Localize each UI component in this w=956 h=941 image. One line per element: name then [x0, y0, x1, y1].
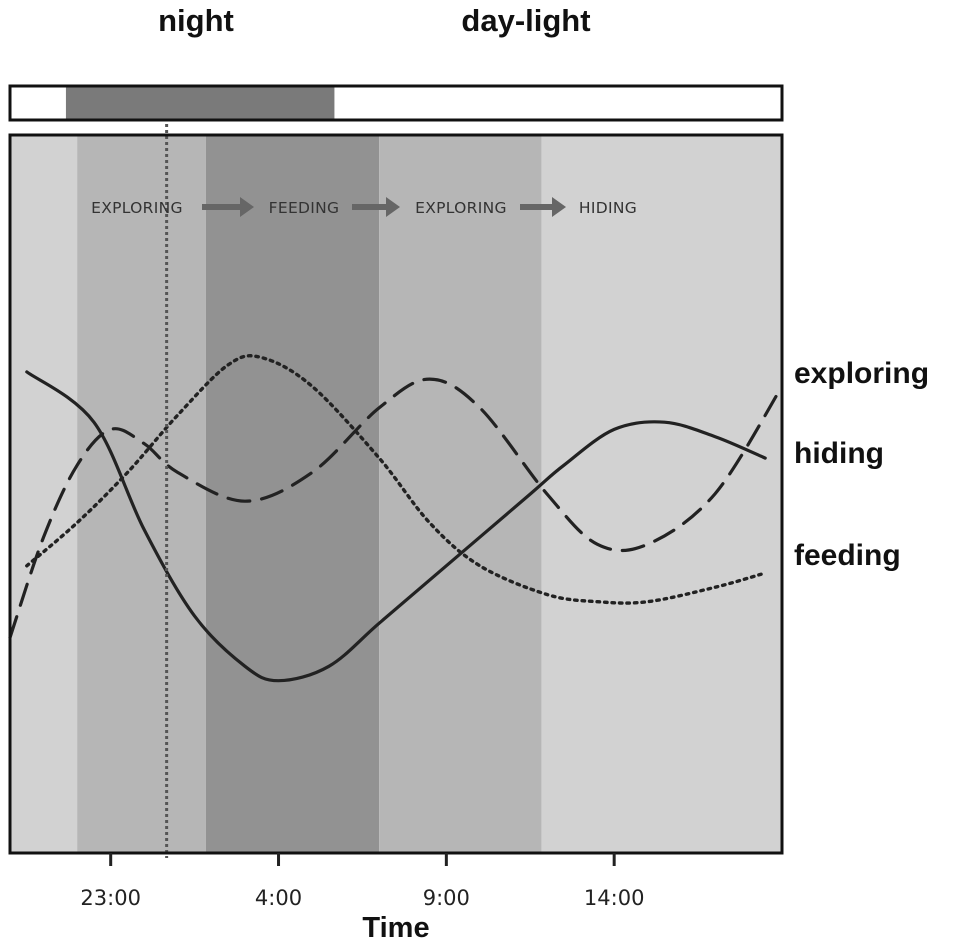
phase-band-2	[77, 135, 206, 853]
phase-band-1	[10, 135, 78, 853]
phase-label-1: EXPLORING	[91, 199, 183, 217]
series-labels: hiding exploring feeding	[794, 357, 929, 572]
series-line-feeding	[25, 354, 767, 605]
x-tick-label-3: 9:00	[423, 886, 470, 910]
night-label: night	[158, 3, 234, 38]
phase-label-4: HIDING	[579, 199, 637, 217]
series-line-exploring	[8, 377, 784, 640]
daylight-label: day-light	[461, 3, 590, 38]
phase-arrow-head	[240, 197, 254, 217]
series-label-hiding: hiding	[794, 437, 884, 470]
phase-arrow-head	[386, 197, 400, 217]
phase-bands	[10, 135, 782, 853]
phase-arrow-head	[552, 197, 566, 217]
phase-label-2: FEEDING	[269, 199, 340, 217]
series-label-feeding: feeding	[794, 539, 901, 572]
x-axis-label: Time	[362, 912, 429, 941]
phase-band-4	[379, 135, 542, 853]
phase-arrow-1	[202, 197, 254, 217]
phase-sequence: EXPLORING FEEDING EXPLORING HIDING	[91, 197, 637, 217]
plot-frame	[8, 133, 784, 855]
x-axis: 23:00 4:00 9:00 14:00	[80, 853, 644, 910]
x-tick-label-4: 14:00	[584, 886, 645, 910]
series-line-hiding	[25, 370, 767, 683]
x-tick-label-1: 23:00	[80, 886, 141, 910]
series-label-exploring: exploring	[794, 357, 929, 390]
x-tick-label-2: 4:00	[255, 886, 302, 910]
phase-band-3	[205, 135, 380, 853]
phase-arrow-2	[352, 197, 400, 217]
light-cycle-segment-day-light	[10, 86, 66, 120]
light-cycle-segment-day-light	[334, 86, 782, 120]
series-lines	[8, 354, 784, 683]
phase-arrow-3	[520, 197, 566, 217]
light-cycle-frame	[8, 84, 784, 122]
phase-band-5	[541, 135, 782, 853]
phase-label-3: EXPLORING	[415, 199, 507, 217]
light-cycle-segment-night	[65, 86, 335, 120]
light-cycle-bar	[8, 84, 784, 122]
